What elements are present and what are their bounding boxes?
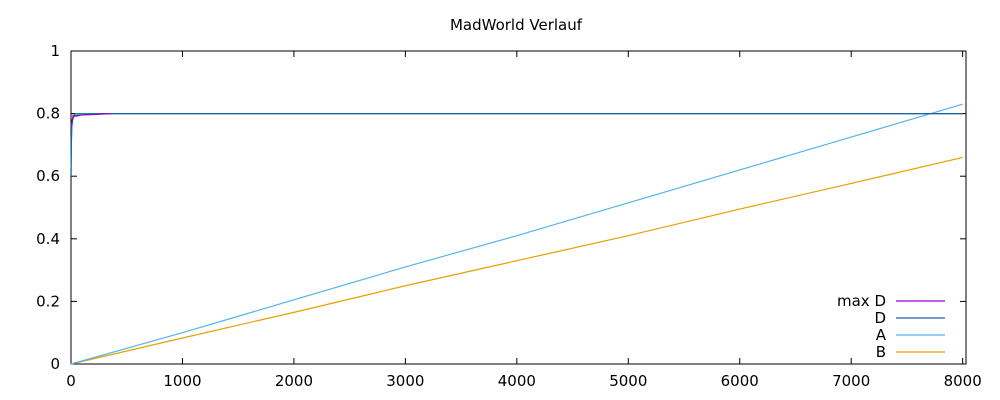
axes	[70, 50, 967, 365]
x-tick-label: 2000	[275, 372, 313, 390]
series-line-unlabeled	[70, 112, 963, 177]
x-tick-label: 0	[66, 372, 76, 390]
series-line-b	[70, 156, 963, 365]
y-tick-label: 0	[50, 355, 60, 373]
y-tick-label: 0.2	[36, 292, 60, 310]
y-tick-label: 0.4	[36, 230, 60, 248]
series-line-max-d	[70, 113, 112, 127]
axis-ticks: 0 1000 2000 3000 4000 5000 6000 7000 8000 0 0.2 0.4…	[36, 42, 982, 390]
series-line-a	[70, 103, 963, 365]
x-tick-label: 4000	[498, 372, 536, 390]
series-lines	[70, 103, 963, 365]
x-tick-label: 5000	[609, 372, 647, 390]
legend-label: max D	[837, 292, 886, 310]
plot-frame	[70, 50, 967, 365]
x-tick-label: 1000	[163, 372, 201, 390]
x-tick-label: 3000	[386, 372, 424, 390]
x-tick-label: 8000	[944, 372, 982, 390]
y-tick-label: 0.8	[36, 105, 60, 123]
y-tick-label: 0.6	[36, 167, 60, 185]
y-tick-label: 1	[50, 42, 60, 60]
legend-label: B	[876, 343, 886, 361]
x-tick-label: 7000	[832, 372, 870, 390]
legend-label: A	[876, 326, 887, 344]
series-line-d	[70, 112, 963, 177]
legend-label: D	[874, 309, 886, 327]
chart-title: MadWorld Verlauf	[450, 16, 583, 34]
x-tick-label: 6000	[721, 372, 759, 390]
